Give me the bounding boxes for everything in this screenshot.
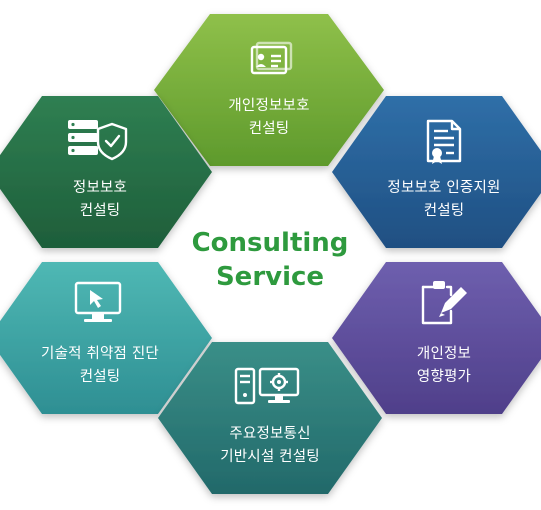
- label-certification-support: 정보보호 인증지원 컨설팅: [349, 177, 539, 223]
- label-line-1: 개인정보: [416, 346, 472, 362]
- label-line-2: 컨설팅: [423, 203, 465, 219]
- label-personal-info-protection: 개인정보보호 컨설팅: [174, 95, 364, 141]
- label-line-1: 기술적 취약점 진단: [41, 346, 159, 362]
- label-line-1: 정보보호: [72, 180, 128, 196]
- label-line-1: 주요정보통신: [229, 426, 311, 442]
- hex-information-protection: [0, 96, 212, 248]
- hex-privacy-impact-assessment: [332, 262, 541, 414]
- label-information-protection: 정보보호 컨설팅: [5, 177, 195, 223]
- center-title-line-2: Service: [215, 262, 325, 292]
- label-line-1: 정보보호 인증지원: [387, 180, 501, 196]
- hex-infrastructure-consulting: [158, 342, 382, 494]
- label-line-1: 개인정보보호: [228, 98, 310, 114]
- id-card-icon: [250, 41, 293, 75]
- label-line-2: 컨설팅: [248, 121, 290, 137]
- label-line-2: 기반시설 컨설팅: [220, 449, 320, 465]
- hex-vulnerability-diagnosis: [0, 262, 212, 414]
- center-title-line-1: Consulting: [191, 228, 349, 258]
- label-line-2: 컨설팅: [79, 369, 121, 385]
- label-infrastructure-consulting: 주요정보통신 기반시설 컨설팅: [175, 423, 365, 469]
- monitor-cursor-icon: [74, 281, 122, 322]
- clipboard-pencil-icon: [421, 281, 467, 325]
- center-title: Consulting Service: [170, 226, 370, 294]
- hex-certification-support: [332, 96, 541, 248]
- label-privacy-impact-assessment: 개인정보 영향평가: [349, 343, 539, 389]
- hex-personal-info-protection: [154, 14, 384, 166]
- certificate-document-icon: [426, 119, 462, 164]
- computer-gear-icon: [234, 367, 300, 405]
- label-line-2: 영향평가: [416, 369, 472, 385]
- server-shield-icon: [68, 120, 128, 161]
- label-vulnerability-diagnosis: 기술적 취약점 진단 컨설팅: [5, 343, 195, 389]
- label-line-2: 컨설팅: [79, 203, 121, 219]
